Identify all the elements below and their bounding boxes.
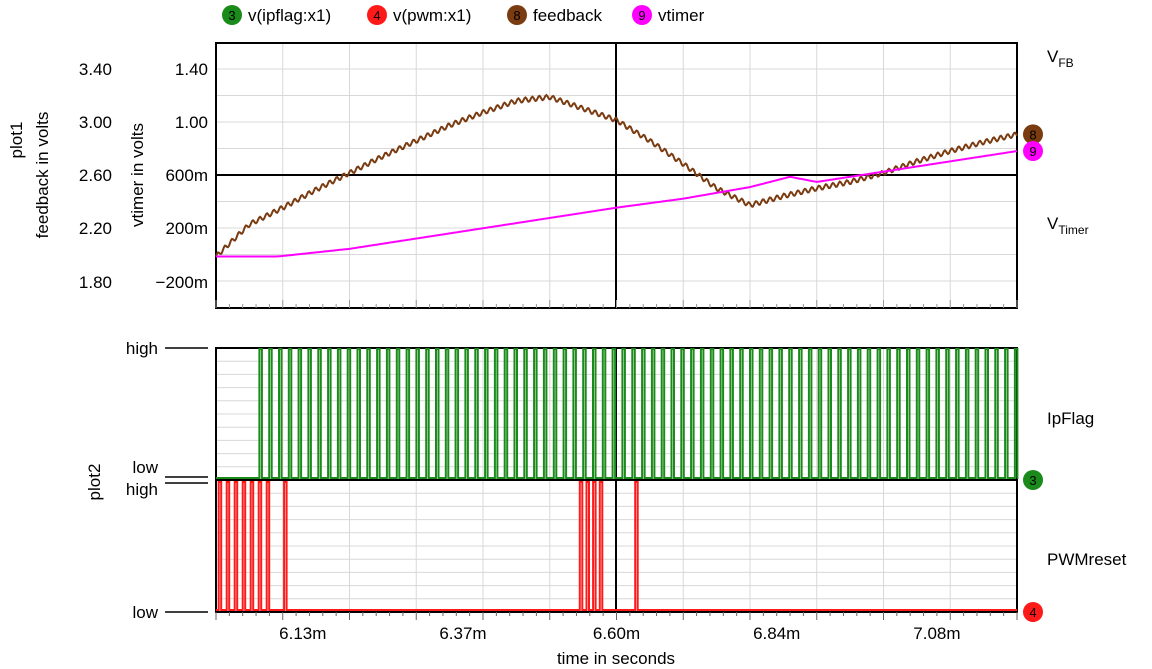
plot1-ytick-vtimer: 200m [165,219,208,238]
plot2-level-label: low [132,458,158,477]
series-end-marker-ipflag [1023,470,1043,490]
x-axis-tick-label: 6.37m [439,624,486,643]
series-end-marker-number-vtimer: 9 [1029,144,1036,159]
svg-text:VFB: VFB [1047,47,1074,70]
x-axis-tick-label: 6.13m [279,624,326,643]
legend-label-feedback: feedback [533,6,602,25]
x-axis-tick-label: 6.84m [753,624,800,643]
plot1-right-label-vfb: VFB [1047,47,1074,70]
legend-marker-8-number: 8 [513,8,520,23]
legend-label-vtimer: vtimer [658,6,705,25]
plot1-ytick-feedback: 2.20 [79,219,112,238]
legend-item-pwm[interactable]: 4 v(pwm:x1) [367,5,471,25]
plot2-level-label: high [126,480,158,499]
plot2-area: high low high low 3 4 [126,339,1043,622]
series-end-marker-feedback [1023,124,1043,145]
legend-marker-3-number: 3 [228,8,235,23]
plot1-ytick-feedback: 3.40 [79,60,112,79]
plot1-ytick-feedback: 1.80 [79,273,112,292]
legend-marker-8 [507,5,527,25]
plot2-label: plot2 [85,464,104,501]
plot1-ytick-feedback: 2.60 [79,166,112,185]
legend-marker-3 [222,5,242,25]
plot1-ytick-vtimer: 1.40 [175,60,208,79]
series-end-marker-pwm [1023,602,1043,622]
legend-marker-9 [632,5,652,25]
legend-marker-4-number: 4 [373,8,380,23]
plot1-y-axis-label-feedback: feedback in volts [33,112,52,239]
series-line-vtimer [216,150,1018,258]
series-line-pwm [216,481,1017,611]
vfb-main: V [1047,47,1059,66]
series-end-marker-number-pwm: 4 [1029,605,1036,620]
plot2-level-label: low [132,603,158,622]
plot2-level-label: high [126,339,158,358]
x-axis-tick-label: 6.60m [593,624,640,643]
plot1-right-label-vtimer: VTimer [1047,214,1089,237]
vtimer-sub: Timer [1058,223,1088,237]
legend-label-ipflag: v(ipflag:x1) [248,6,331,25]
vtimer-main: V [1047,214,1059,233]
plot1-label: plot1 [7,122,26,159]
pwmreset-label: PWMreset [1047,550,1127,569]
plot1-ytick-feedback: 3.00 [79,113,112,132]
legend-item-ipflag[interactable]: 3 v(ipflag:x1) [222,5,331,25]
series-line-feedback [215,93,1018,257]
legend-marker-9-number: 9 [638,8,645,23]
series-end-marker-number-ipflag: 3 [1029,473,1036,488]
ipflag-label: IpFlag [1047,409,1094,428]
x-axis: 6.13m 6.37m 6.60m 6.84m 7.08m [215,612,1018,643]
vfb-sub: FB [1058,56,1073,70]
plot1-ytick-vtimer: 1.00 [175,113,208,132]
legend-label-pwm: v(pwm:x1) [393,6,471,25]
legend: 3 v(ipflag:x1) 4 v(pwm:x1) 8 feedback 9 … [222,5,705,25]
x-axis-label: time in seconds [557,649,675,668]
plot1-area: 3.40 3.00 2.60 2.20 1.80 1.40 1.00 600m 200m −200… [79,42,1043,309]
legend-item-feedback[interactable]: 8 feedback [507,5,602,25]
series-end-marker-vtimer [1023,141,1043,162]
plot1-ytick-vtimer: −200m [156,273,208,292]
series-end-marker-number-feedback: 8 [1029,127,1036,142]
legend-marker-4 [367,5,387,25]
series-line-ipflag [216,348,1019,479]
plot1-y-axis-label-vtimer: vtimer in volts [128,123,147,227]
svg-text:VTimer: VTimer [1047,214,1089,237]
plot1-ytick-vtimer: 600m [165,166,208,185]
x-axis-tick-label: 7.08m [913,624,960,643]
legend-item-vtimer[interactable]: 9 vtimer [632,5,705,25]
